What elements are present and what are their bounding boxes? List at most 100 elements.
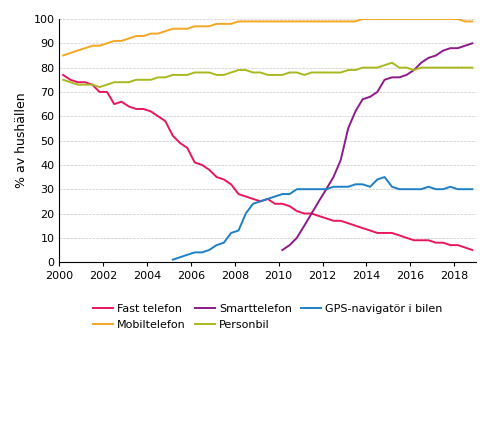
Fast telefon	[338, 218, 344, 224]
GPS-navigatör i bilen	[228, 230, 234, 235]
GPS-navigatör i bilen	[301, 187, 307, 192]
Fast telefon	[236, 192, 242, 197]
GPS-navigatör i bilen	[279, 192, 285, 197]
Smarttelefon	[301, 223, 307, 228]
GPS-navigatör i bilen	[426, 184, 432, 189]
GPS-navigatör i bilen	[462, 187, 468, 192]
Smarttelefon	[330, 175, 336, 180]
GPS-navigatör i bilen	[396, 187, 402, 192]
GPS-navigatör i bilen	[433, 187, 439, 192]
GPS-navigatör i bilen	[389, 184, 395, 189]
Fast telefon	[469, 247, 475, 252]
Fast telefon	[75, 79, 81, 85]
GPS-navigatör i bilen	[404, 187, 409, 192]
GPS-navigatör i bilen	[469, 187, 475, 192]
GPS-navigatör i bilen	[243, 211, 249, 216]
GPS-navigatör i bilen	[221, 240, 227, 245]
Smarttelefon	[396, 75, 402, 80]
Smarttelefon	[462, 43, 468, 48]
Smarttelefon	[316, 199, 322, 204]
Fast telefon	[170, 133, 176, 138]
Mobiltelefon	[360, 17, 366, 22]
Smarttelefon	[360, 96, 366, 102]
GPS-navigatör i bilen	[418, 187, 424, 192]
Mobiltelefon	[345, 19, 351, 24]
Smarttelefon	[469, 41, 475, 46]
Mobiltelefon	[75, 48, 81, 53]
Smarttelefon	[447, 45, 453, 51]
GPS-navigatör i bilen	[265, 196, 271, 201]
Personbil	[389, 60, 395, 65]
GPS-navigatör i bilen	[360, 182, 366, 187]
Smarttelefon	[433, 53, 439, 58]
Smarttelefon	[294, 235, 300, 241]
Personbil	[97, 85, 103, 90]
Personbil	[60, 77, 66, 82]
Fast telefon	[60, 72, 66, 77]
Personbil	[243, 68, 249, 73]
GPS-navigatör i bilen	[382, 175, 387, 180]
Fast telefon	[82, 79, 88, 85]
Smarttelefon	[389, 75, 395, 80]
Line: Mobiltelefon: Mobiltelefon	[63, 19, 472, 56]
Smarttelefon	[418, 60, 424, 65]
GPS-navigatör i bilen	[411, 187, 417, 192]
GPS-navigatör i bilen	[323, 187, 329, 192]
Smarttelefon	[440, 48, 446, 53]
Mobiltelefon	[82, 45, 88, 51]
GPS-navigatör i bilen	[330, 184, 336, 189]
Smarttelefon	[353, 109, 358, 114]
GPS-navigatör i bilen	[375, 177, 381, 182]
GPS-navigatör i bilen	[257, 199, 263, 204]
Smarttelefon	[455, 45, 461, 51]
Mobiltelefon	[60, 53, 66, 58]
Personbil	[345, 68, 351, 73]
GPS-navigatör i bilen	[184, 252, 190, 258]
GPS-navigatör i bilen	[206, 247, 212, 252]
GPS-navigatör i bilen	[455, 187, 461, 192]
GPS-navigatör i bilen	[345, 184, 351, 189]
Line: GPS-navigatör i bilen: GPS-navigatör i bilen	[173, 177, 472, 260]
Smarttelefon	[338, 158, 344, 163]
Mobiltelefon	[236, 19, 242, 24]
Smarttelefon	[426, 55, 432, 60]
Mobiltelefon	[469, 19, 475, 24]
Line: Fast telefon: Fast telefon	[63, 75, 472, 250]
Fast telefon	[345, 221, 351, 226]
Smarttelefon	[309, 211, 315, 216]
Legend: Fast telefon, Mobiltelefon, Smarttelefon, Personbil, GPS-navigatör i bilen: Fast telefon, Mobiltelefon, Smarttelefon…	[93, 304, 443, 329]
GPS-navigatör i bilen	[309, 187, 315, 192]
GPS-navigatör i bilen	[214, 243, 219, 248]
Mobiltelefon	[170, 26, 176, 31]
Line: Personbil: Personbil	[63, 63, 472, 87]
Smarttelefon	[382, 77, 387, 82]
GPS-navigatör i bilen	[316, 187, 322, 192]
Mobiltelefon	[338, 19, 344, 24]
GPS-navigatör i bilen	[177, 255, 183, 260]
Personbil	[469, 65, 475, 70]
GPS-navigatör i bilen	[338, 184, 344, 189]
GPS-navigatör i bilen	[447, 184, 453, 189]
Smarttelefon	[375, 89, 381, 94]
GPS-navigatör i bilen	[199, 250, 205, 255]
Smarttelefon	[345, 126, 351, 131]
Smarttelefon	[323, 187, 329, 192]
Smarttelefon	[367, 94, 373, 99]
Personbil	[75, 82, 81, 87]
Line: Smarttelefon: Smarttelefon	[282, 43, 472, 250]
GPS-navigatör i bilen	[367, 184, 373, 189]
GPS-navigatör i bilen	[287, 192, 293, 197]
Personbil	[353, 68, 358, 73]
GPS-navigatör i bilen	[250, 201, 256, 206]
Smarttelefon	[411, 68, 417, 73]
Y-axis label: % av hushällen: % av hushällen	[15, 93, 28, 188]
GPS-navigatör i bilen	[192, 250, 198, 255]
Smarttelefon	[279, 247, 285, 252]
GPS-navigatör i bilen	[294, 187, 300, 192]
GPS-navigatör i bilen	[170, 257, 176, 262]
Smarttelefon	[287, 243, 293, 248]
GPS-navigatör i bilen	[440, 187, 446, 192]
Smarttelefon	[404, 72, 409, 77]
GPS-navigatör i bilen	[272, 194, 278, 199]
GPS-navigatör i bilen	[353, 182, 358, 187]
